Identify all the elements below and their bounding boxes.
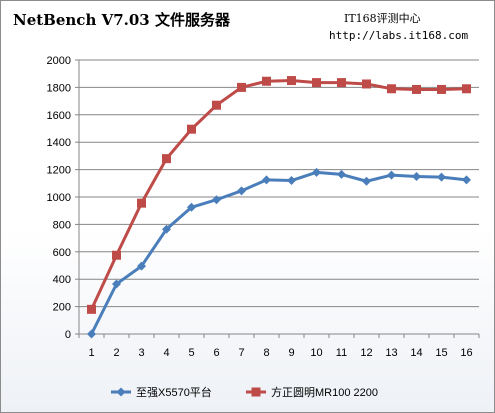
x-tick-label: 13 <box>385 347 397 359</box>
data-point-series-1 <box>312 167 321 177</box>
y-tick-label: 1200 <box>47 165 71 177</box>
data-point-series-1 <box>112 279 121 289</box>
data-point-series-2 <box>187 124 196 134</box>
series-line-1 <box>90 170 467 335</box>
data-point-series-1 <box>187 202 196 212</box>
data-point-series-1 <box>362 176 371 186</box>
x-tick-label: 4 <box>163 347 169 359</box>
x-tick-label: 1 <box>88 347 94 359</box>
data-point-series-1 <box>412 171 421 181</box>
data-point-series-2 <box>162 154 171 164</box>
x-tick-label: 9 <box>288 347 294 359</box>
y-tick-label: 1000 <box>47 192 71 204</box>
x-tick-label: 2 <box>113 347 119 359</box>
y-tick-label: 400 <box>53 274 71 286</box>
watermark-label: IT168评测中心 <box>344 12 421 25</box>
data-point-series-2 <box>412 84 421 94</box>
data-point-series-2 <box>362 79 371 89</box>
data-point-series-2 <box>337 78 346 88</box>
x-tick-labels: 1 2 3 4 5 6 7 8 9 10 11 12 13 14 15 16 <box>88 347 472 359</box>
x-tick-label: 8 <box>263 347 269 359</box>
x-tick-label: 3 <box>138 347 144 359</box>
watermark-url: http://labs.it168.com <box>329 29 469 42</box>
legend: 至强X5570平台 方正圆明MR100 2200 <box>111 385 378 399</box>
data-point-series-2 <box>112 250 121 260</box>
data-point-series-2 <box>287 76 296 86</box>
legend-label-1: 至强X5570平台 <box>136 385 212 399</box>
series-group <box>87 76 471 339</box>
data-point-series-2 <box>312 78 321 88</box>
y-tick-label: 800 <box>53 219 71 231</box>
series-line-2 <box>90 79 467 310</box>
y-tick-label: 600 <box>53 247 71 259</box>
x-tick-label: 6 <box>213 347 219 359</box>
data-point-series-1 <box>262 175 271 185</box>
y-tick-label: 2000 <box>47 55 71 67</box>
data-point-series-1 <box>437 172 446 182</box>
legend-marker-2 <box>251 387 261 397</box>
data-point-series-1 <box>237 186 246 196</box>
y-tick-label: 200 <box>53 302 71 314</box>
x-tick-label: 14 <box>410 347 422 359</box>
data-point-series-2 <box>87 304 96 314</box>
data-point-series-1 <box>212 195 221 205</box>
x-tick-label: 11 <box>336 347 347 359</box>
data-point-series-1 <box>337 169 346 179</box>
data-point-series-1 <box>137 261 146 271</box>
y-tick-labels: 0 200 400 600 800 1000 1200 1400 1600 1800 2000 <box>47 55 71 341</box>
x-tick-label: 16 <box>460 347 472 359</box>
legend-marker-1 <box>116 387 126 397</box>
data-point-series-1 <box>387 170 396 180</box>
data-point-series-1 <box>462 175 471 185</box>
y-tick-label: 1400 <box>47 137 71 149</box>
data-point-series-2 <box>137 198 146 208</box>
data-point-series-2 <box>387 84 396 94</box>
data-point-series-2 <box>437 84 446 94</box>
y-tick-label: 0 <box>65 329 71 341</box>
data-point-series-2 <box>462 84 471 94</box>
data-point-series-1 <box>87 329 96 339</box>
data-point-series-2 <box>262 76 271 86</box>
data-point-series-2 <box>237 82 246 92</box>
data-point-series-2 <box>212 100 221 110</box>
y-tick-label: 1600 <box>47 110 71 122</box>
y-tick-label: 1800 <box>47 82 71 94</box>
x-tick-label: 5 <box>188 347 194 359</box>
legend-label-2: 方正圆明MR100 2200 <box>271 385 378 399</box>
x-tick-label: 10 <box>310 347 322 359</box>
chart-title: NetBench V7.03 文件服务器 <box>13 11 230 29</box>
x-tick-label: 15 <box>435 347 447 359</box>
data-point-series-1 <box>287 176 296 186</box>
axes <box>75 59 480 338</box>
x-tick-label: 12 <box>360 347 372 359</box>
x-tick-label: 7 <box>238 347 244 359</box>
data-point-series-1 <box>162 224 171 234</box>
